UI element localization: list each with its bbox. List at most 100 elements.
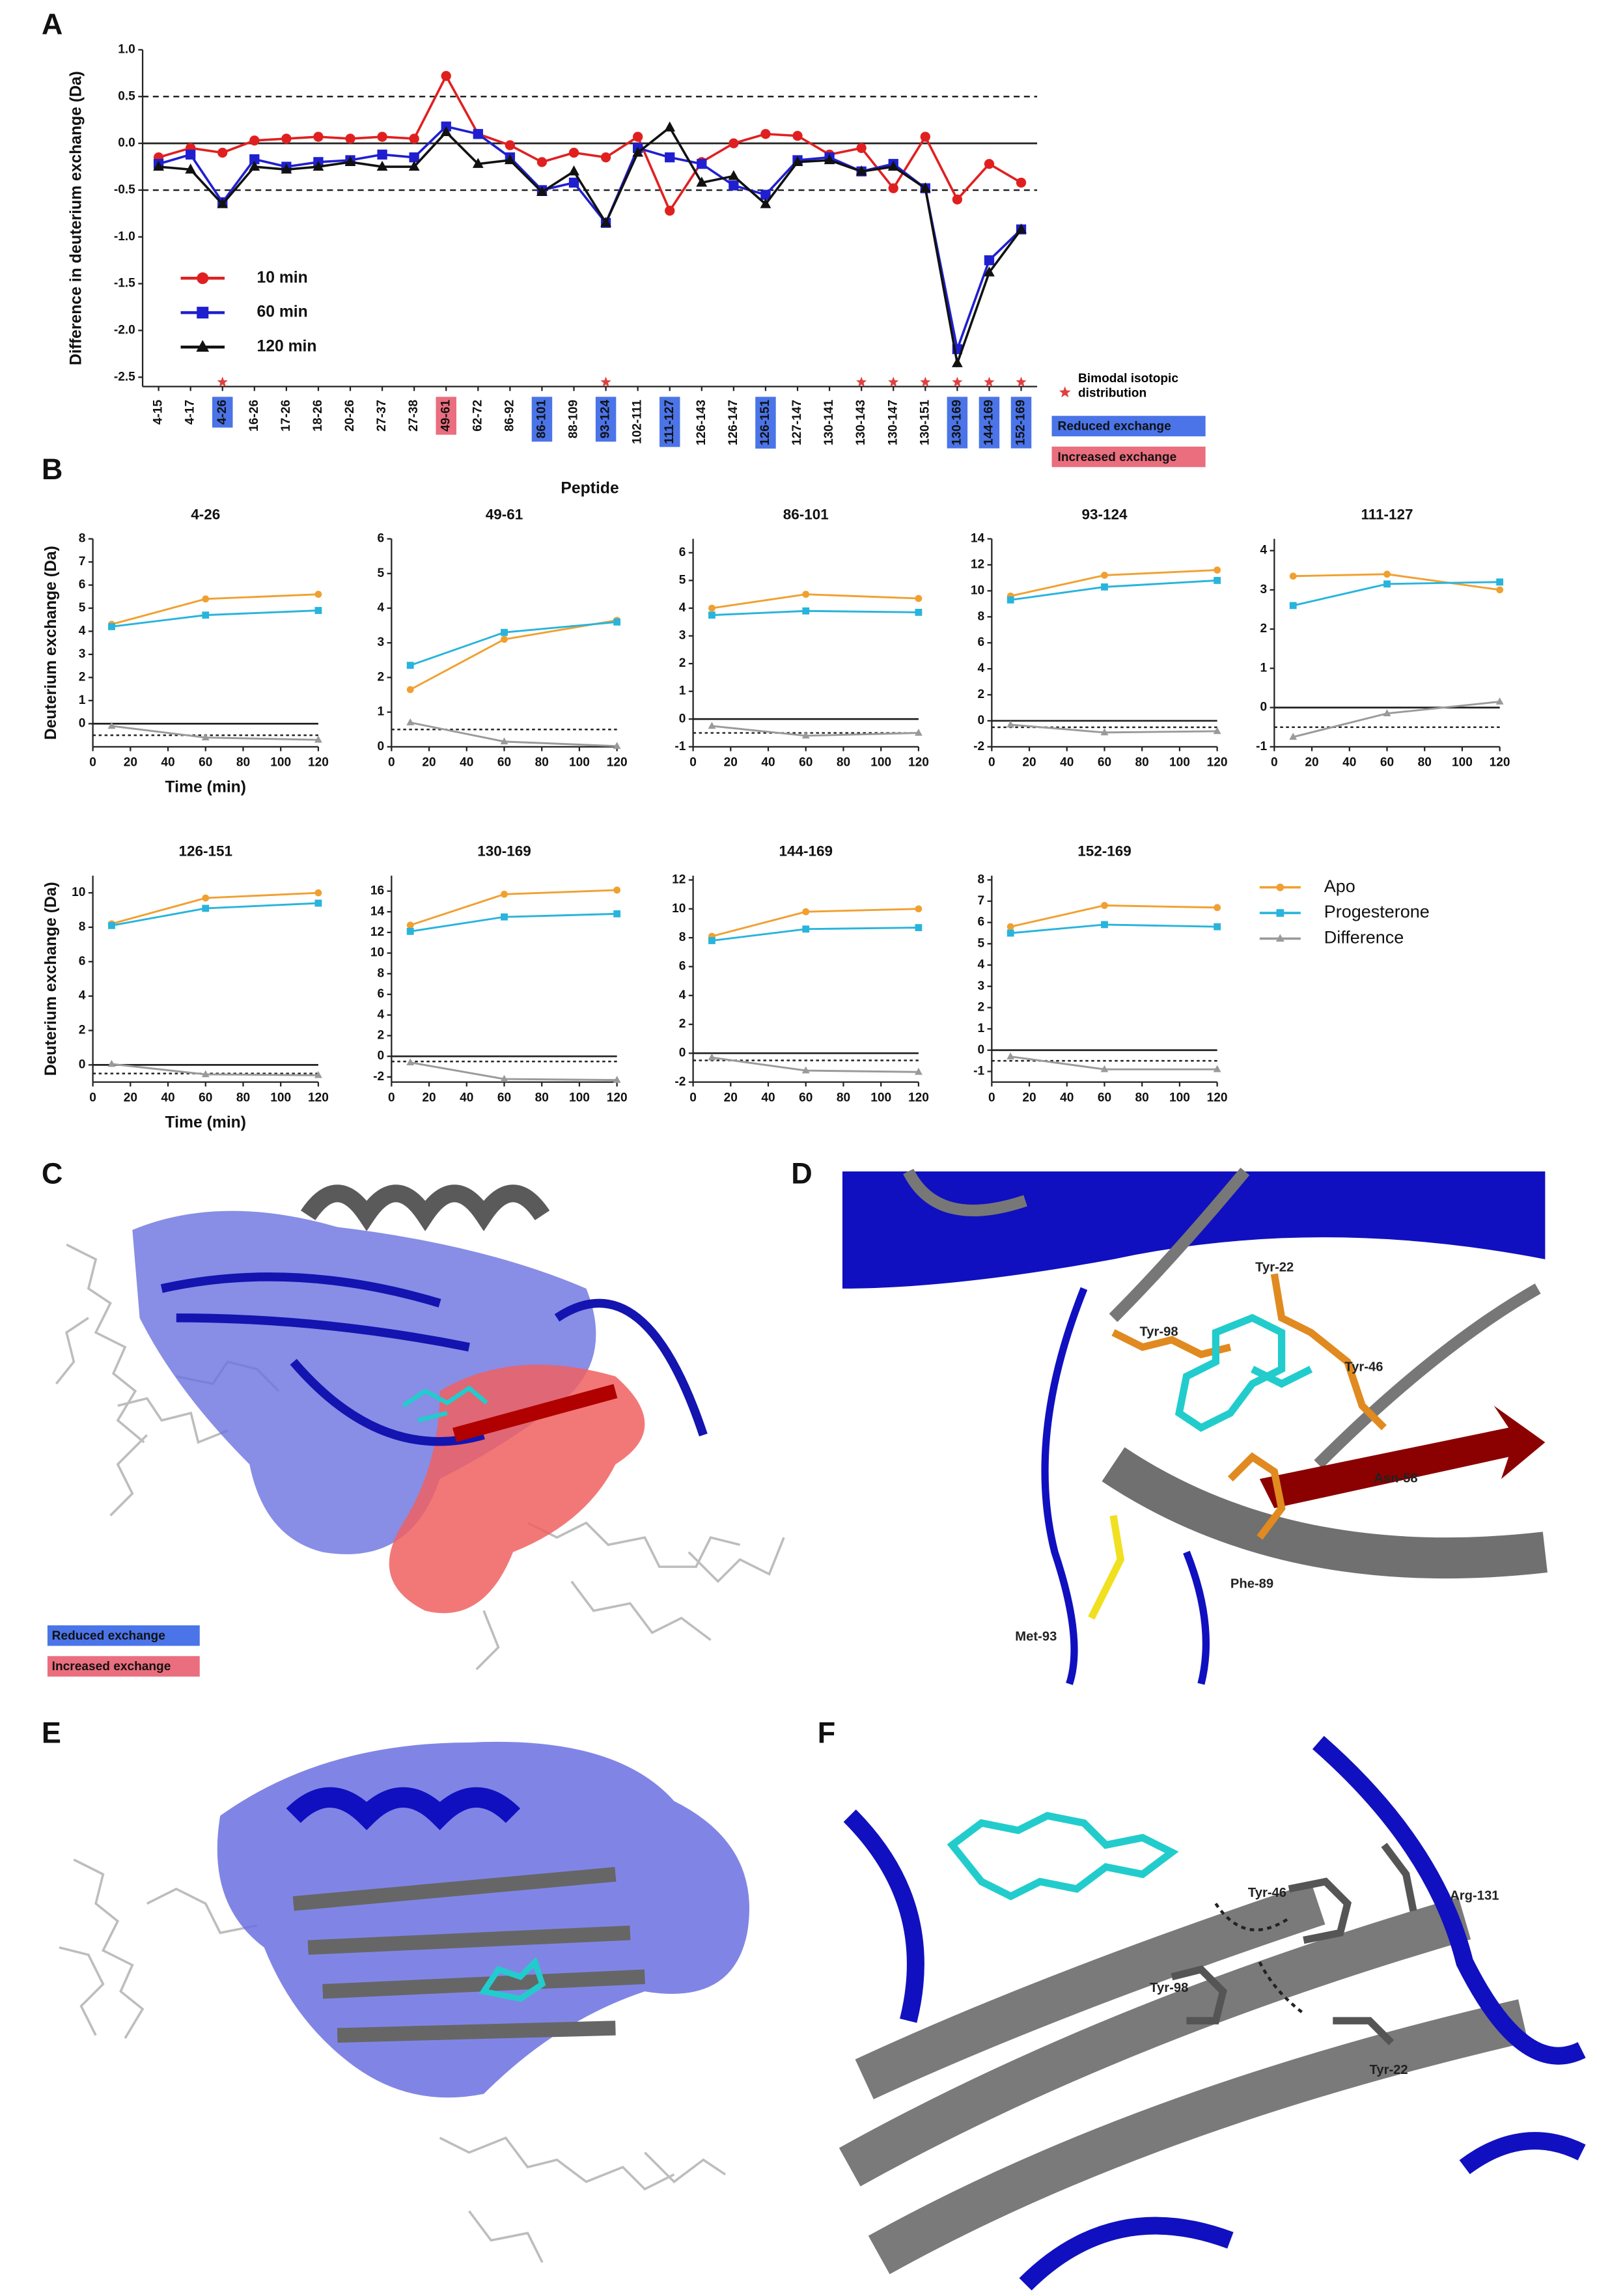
y-tick-label: 2 bbox=[377, 670, 384, 684]
marker bbox=[952, 194, 963, 204]
residue-label: Tyr-98 bbox=[1139, 1325, 1178, 1339]
y-tick-label: 8 bbox=[377, 966, 384, 980]
marker bbox=[202, 894, 210, 902]
y-tick-label: 2 bbox=[977, 1000, 984, 1014]
series-line bbox=[712, 609, 919, 617]
y-tick-label: 0 bbox=[977, 714, 984, 727]
series-line bbox=[712, 725, 919, 737]
y-tick-label: 0.5 bbox=[118, 89, 135, 103]
panel-label: E bbox=[42, 1716, 61, 1750]
x-tick-label: 4-15 bbox=[152, 400, 165, 425]
x-tick-label: 111-127 bbox=[663, 400, 676, 444]
marker bbox=[501, 636, 508, 643]
x-tick-label: 0 bbox=[988, 1091, 995, 1105]
y-tick-label: 2 bbox=[79, 1024, 86, 1037]
star bbox=[856, 376, 867, 387]
highlight-box bbox=[947, 397, 968, 449]
panel-label: F bbox=[818, 1716, 835, 1750]
x-tick-label: 0 bbox=[689, 1091, 697, 1105]
y-tick-label: 3 bbox=[79, 647, 86, 661]
y-tick-label: 6 bbox=[377, 987, 384, 1001]
y-tick-label: 12 bbox=[971, 557, 984, 571]
x-tick-label: 49-61 bbox=[439, 400, 452, 432]
y-tick-label: -1 bbox=[674, 740, 686, 753]
marker bbox=[600, 152, 611, 163]
marker bbox=[708, 1053, 716, 1061]
residue-label: Tyr-46 bbox=[1248, 1886, 1286, 1900]
y-tick-label: 5 bbox=[679, 573, 686, 587]
marker bbox=[664, 121, 676, 132]
h-bonds bbox=[1214, 1903, 1305, 2015]
x-tick-label: 86-101 bbox=[535, 400, 548, 439]
x-tick-label: 120 bbox=[1207, 756, 1228, 770]
marker bbox=[613, 1076, 621, 1083]
marker bbox=[914, 729, 923, 736]
marker bbox=[406, 686, 414, 693]
x-tick-label: 60 bbox=[1380, 756, 1394, 770]
marker bbox=[1007, 1052, 1015, 1059]
marker bbox=[708, 937, 715, 944]
marker bbox=[1289, 602, 1297, 609]
x-tick-label: 0 bbox=[689, 756, 697, 770]
marker bbox=[344, 156, 356, 166]
marker bbox=[802, 607, 810, 615]
marker bbox=[568, 177, 579, 188]
x-tick-label: 100 bbox=[270, 1091, 291, 1105]
x-tick-label: 60 bbox=[1098, 1091, 1111, 1105]
y-tick-label: 7 bbox=[977, 894, 984, 908]
marker bbox=[1276, 909, 1285, 917]
star bbox=[1059, 386, 1071, 398]
marker bbox=[914, 1067, 923, 1075]
x-tick-label: 20 bbox=[1022, 756, 1036, 770]
x-tick-label: 152-169 bbox=[1014, 400, 1028, 445]
x-tick-label: 100 bbox=[1452, 756, 1473, 770]
highlight-box bbox=[1010, 397, 1032, 449]
y-tick-label: 0 bbox=[377, 740, 384, 753]
x-tick-label: 4-17 bbox=[184, 400, 197, 425]
marker bbox=[665, 205, 675, 216]
marker bbox=[915, 608, 923, 616]
marker bbox=[314, 899, 322, 907]
marker bbox=[185, 163, 197, 174]
x-tick-label: 20 bbox=[124, 1091, 137, 1105]
y-tick-label: 2 bbox=[79, 670, 86, 684]
y-tick-label: 6 bbox=[79, 955, 86, 968]
chart-title: 111-127 bbox=[1361, 506, 1413, 522]
x-tick-label: 16-26 bbox=[247, 400, 261, 432]
x-tick-label: 126-143 bbox=[695, 400, 708, 445]
y-tick-label: -0.5 bbox=[114, 183, 135, 197]
y-axis-label: Deuterium exchange (Da) bbox=[42, 546, 60, 740]
marker bbox=[802, 925, 810, 933]
marker bbox=[153, 160, 165, 171]
x-tick-label: 20 bbox=[1305, 756, 1318, 770]
marker bbox=[536, 157, 548, 167]
series-line bbox=[111, 593, 318, 626]
legend-label: Progesterone bbox=[1324, 902, 1430, 921]
marker bbox=[729, 180, 739, 191]
x-tick-label: 130-169 bbox=[950, 400, 964, 445]
marker bbox=[1100, 728, 1109, 736]
chart-title: 144-169 bbox=[779, 843, 833, 860]
marker bbox=[1289, 733, 1298, 740]
y-tick-label: 4 bbox=[977, 662, 984, 675]
marker bbox=[500, 1074, 508, 1082]
marker bbox=[186, 149, 196, 160]
x-tick-label: 80 bbox=[1135, 1091, 1149, 1105]
marker bbox=[633, 132, 643, 142]
marker bbox=[201, 1070, 210, 1078]
highlight-box bbox=[212, 397, 233, 428]
legend-label: 60 min bbox=[257, 303, 307, 321]
x-tick-label: 120 bbox=[308, 756, 329, 770]
x-tick-label: 40 bbox=[460, 1091, 473, 1105]
x-tick-label: 80 bbox=[837, 1091, 850, 1105]
marker bbox=[1214, 576, 1221, 584]
series-line bbox=[1010, 923, 1217, 934]
marker bbox=[915, 595, 923, 602]
legend-box bbox=[1051, 446, 1206, 468]
increased-surface bbox=[389, 1364, 645, 1614]
x-tick-label: 17-26 bbox=[279, 400, 293, 432]
series-line bbox=[1010, 904, 1217, 928]
